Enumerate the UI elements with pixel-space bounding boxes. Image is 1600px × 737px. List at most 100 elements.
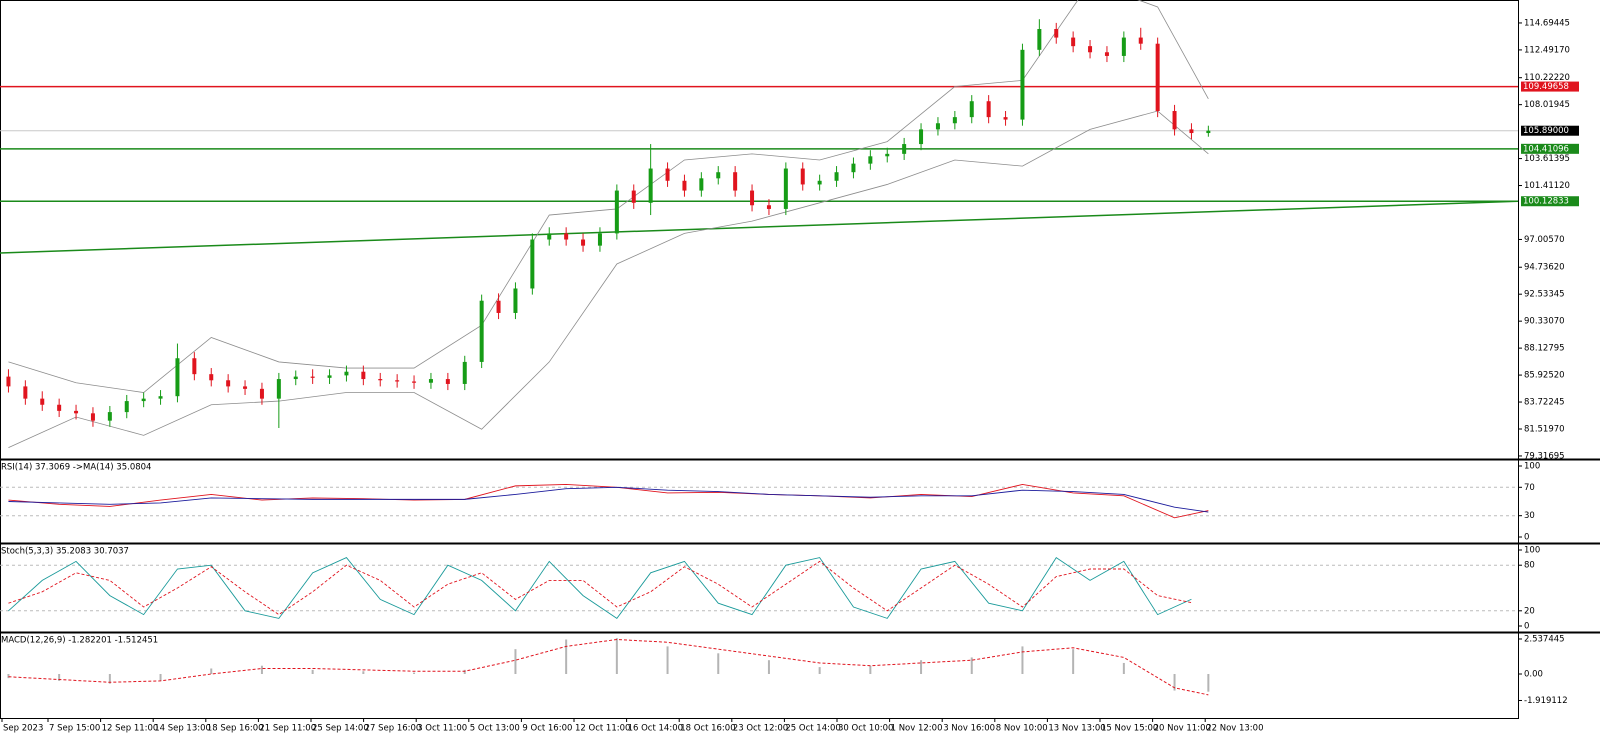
candle-body: [986, 101, 991, 118]
indicator-line: [8, 556, 1192, 620]
y-tick-label: 108.01945: [1524, 100, 1570, 110]
price-label: 100.12833: [1523, 197, 1569, 207]
x-tick-label: 16 Oct 14:00: [628, 724, 683, 734]
candle-body: [682, 180, 687, 191]
candle-body: [1155, 43, 1160, 112]
y-tick-label: 83.72245: [1524, 398, 1565, 408]
x-tick-label: 12 Oct 11:00: [575, 724, 630, 734]
candle-body: [750, 190, 755, 206]
macd-bar: [717, 653, 720, 674]
price-label-box: [1521, 196, 1579, 207]
x-tick-label: 14 Sep 13:00: [154, 724, 211, 734]
macd-bar: [1072, 649, 1075, 674]
macd-bar: [260, 665, 263, 674]
indicator-line: [8, 484, 1209, 519]
candle-body: [175, 358, 180, 397]
candle-body: [462, 361, 467, 384]
candle-body: [40, 398, 45, 405]
candle-body: [310, 376, 315, 378]
candle-body: [74, 410, 79, 414]
candle-body: [90, 413, 95, 421]
macd-bar: [7, 674, 10, 679]
candle-body: [23, 386, 28, 399]
candle-body: [57, 404, 62, 411]
candle-body: [902, 144, 907, 154]
x-tick-label: Sep 2023: [3, 724, 43, 734]
candle-body: [581, 239, 586, 246]
y-tick-label: 94.73620: [1524, 263, 1565, 273]
candle-body: [445, 379, 450, 384]
macd-bar: [565, 639, 568, 674]
candle-body: [817, 180, 822, 185]
candle-body: [1189, 129, 1194, 134]
macd-bar: [767, 660, 770, 674]
macd-bar: [210, 668, 213, 674]
x-tick-label: 18 Oct 16:00: [680, 724, 735, 734]
x-tick-label: 23 Oct 12:00: [733, 724, 788, 734]
x-tick-label: 20 Nov 11:00: [1154, 724, 1211, 734]
candle-body: [564, 233, 569, 240]
y-tick-label: 114.69445: [1524, 18, 1570, 28]
candle-body: [783, 168, 788, 209]
y-tick-label: 2.537445: [1524, 634, 1565, 644]
candle-body: [733, 172, 738, 191]
candle-body: [699, 178, 704, 191]
x-tick-label: 3 Nov 16:00: [943, 724, 995, 734]
macd-bar: [818, 667, 821, 674]
candle-body: [631, 190, 636, 203]
y-tick-label: 80: [1524, 561, 1535, 571]
y-tick-label: 70: [1524, 483, 1535, 493]
x-tick-label: 25 Oct 14:00: [785, 724, 840, 734]
candle-body: [885, 153, 890, 157]
candle-body: [158, 396, 163, 399]
candle-body: [107, 412, 112, 421]
y-tick-label: 110.22220: [1524, 73, 1570, 83]
candle-body: [6, 376, 11, 387]
x-tick-label: 30 Oct 10:00: [838, 724, 893, 734]
indicator-title: RSI(14) 37.3069 ->MA(14) 35.0804: [1, 463, 151, 473]
bollinger-upper: [8, 0, 1209, 393]
x-tick-label: 25 Sep 14:00: [312, 724, 369, 734]
candle-body: [479, 300, 484, 362]
candle-body: [935, 123, 940, 130]
candle-body: [209, 374, 214, 381]
macd-bar: [413, 672, 416, 674]
candle-body: [361, 371, 366, 380]
y-tick-label: 92.53345: [1524, 290, 1565, 300]
candle-body: [1206, 130, 1211, 134]
indicator-title: MACD(12,26,9) -1.282201 -1.512451: [1, 636, 158, 646]
y-tick-label: 85.92520: [1524, 371, 1565, 381]
candle-body: [919, 129, 924, 145]
candle-body: [665, 168, 670, 181]
y-tick-label: 103.61395: [1524, 154, 1570, 164]
macd-bar: [666, 646, 669, 674]
candle-body: [141, 398, 146, 402]
y-tick-label: 0.00: [1524, 670, 1543, 680]
candle-body: [226, 380, 231, 387]
y-tick-label: 97.00570: [1524, 235, 1565, 245]
candle-body: [395, 380, 400, 382]
y-tick-label: 100: [1524, 546, 1540, 556]
candle-body: [952, 117, 957, 124]
candle-body: [969, 101, 974, 118]
y-tick-label: 100: [1524, 462, 1540, 472]
y-tick-label: 112.49170: [1524, 45, 1570, 55]
indicator-line: [8, 560, 1192, 616]
macd-bar: [1122, 662, 1125, 674]
macd-bar: [970, 657, 973, 674]
candle-body: [1121, 37, 1126, 56]
macd-bar: [311, 669, 314, 674]
candle-body: [1071, 37, 1076, 47]
x-tick-label: 3 Oct 11:00: [417, 724, 467, 734]
x-tick-label: 15 Nov 15:00: [1101, 724, 1158, 734]
candle-body: [834, 172, 839, 181]
candle-body: [428, 379, 433, 383]
x-tick-label: 22 Nov 13:00: [1206, 724, 1263, 734]
price-label-box: [1521, 143, 1579, 154]
candle-body: [614, 190, 619, 234]
candle-body: [868, 156, 873, 164]
x-tick-label: 1 Nov 12:00: [891, 724, 943, 734]
y-tick-label: 101.41120: [1524, 181, 1570, 191]
candle-body: [293, 376, 298, 380]
